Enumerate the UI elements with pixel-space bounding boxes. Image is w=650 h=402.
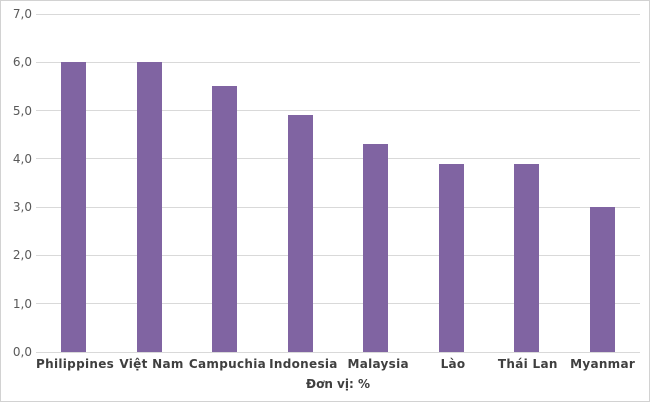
gridline [36,61,640,63]
y-tick-label: 5,0 [12,103,32,118]
bar-Malaysia [363,144,389,352]
plot-area [36,13,640,353]
gridline [36,110,640,112]
y-tick-label: 7,0 [12,7,32,21]
bar-Việt Nam [136,62,162,352]
bar-Philippines [61,62,87,352]
gridline [36,13,640,15]
x-category-label: Malaysia [347,357,409,371]
bar-slot [263,14,339,352]
y-tick-label: 0,0 [12,345,32,359]
gridline [36,254,640,256]
bar-slot [565,14,641,352]
x-category-label: Việt Nam [119,357,184,371]
bar-Myanmar [589,207,615,352]
bar-slot [36,14,112,352]
bar-Indonesia [287,115,313,352]
x-category-label: Myanmar [570,357,636,371]
y-axis: 0,0 1,0 2,0 3,0 4,0 5,0 6,0 7,0 [1,8,32,358]
bar-slot [489,14,565,352]
y-tick-label: 1,0 [12,296,32,311]
x-category-label: Thái Lan [497,357,558,371]
bars-container [36,14,640,352]
bar-slot [112,14,188,352]
y-tick-label: 2,0 [12,248,32,263]
bar-slot [187,14,263,352]
x-category-label: Indonesia [269,357,338,371]
y-tick-label: 6,0 [12,55,32,70]
gridline [36,303,640,305]
y-tick-label: 4,0 [12,151,32,166]
bar-slot [414,14,490,352]
x-category-label: Campuchia [188,357,267,371]
x-axis-title: Đơn vị: % [306,377,370,391]
gridline [36,158,640,160]
x-axis-line [36,351,640,353]
x-category-label: Philippines [36,357,115,371]
bar-Lào [438,163,464,352]
bar-slot [338,14,414,352]
bar-Thái Lan [514,163,540,352]
gridline [36,206,640,208]
y-tick-label: 3,0 [12,200,32,215]
bar-Campuchia [212,86,238,352]
x-category-label: Lào [440,357,466,371]
x-axis: Philippines Việt Nam Campuchia Indonesia Mal… [36,357,640,371]
